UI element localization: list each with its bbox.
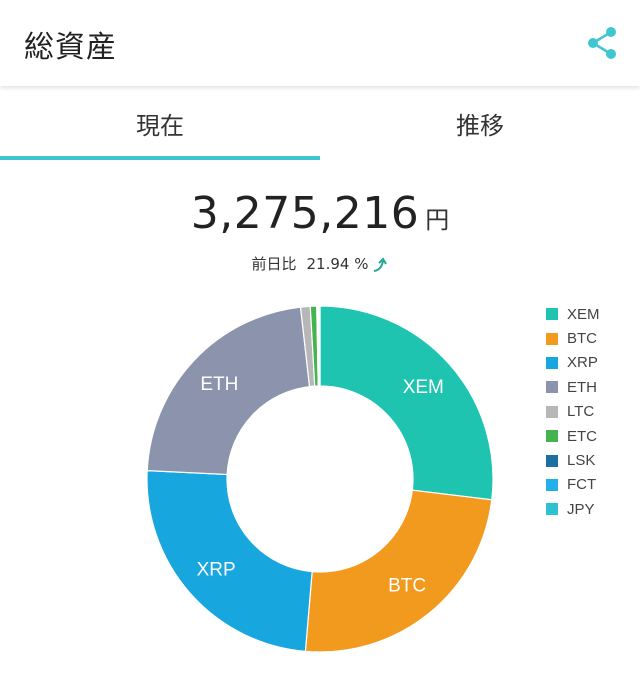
slice-label-btc: BTC: [388, 576, 426, 597]
slice-label-eth: ETH: [200, 374, 238, 395]
app-bar: 総資産: [0, 0, 640, 86]
legend-swatch: [546, 454, 558, 467]
total-unit: 円: [425, 206, 450, 234]
legend-label: FCT: [567, 476, 597, 494]
share-icon[interactable]: [586, 26, 618, 60]
daily-change: 前日比 21.94 %: [0, 253, 640, 274]
legend-item-xem[interactable]: XEM: [546, 302, 636, 326]
slice-label-xem: XEM: [403, 377, 444, 398]
slice-xem[interactable]: [319, 305, 494, 501]
legend-label: ETC: [567, 427, 597, 445]
legend-label: LTC: [567, 403, 595, 421]
slice-jpy[interactable]: [318, 305, 321, 387]
slice-btc[interactable]: [304, 489, 493, 653]
legend-swatch: [546, 332, 558, 345]
total-assets: 3,275,216 円: [0, 188, 640, 239]
tab-bar: 現在 推移: [0, 86, 640, 160]
legend-item-eth[interactable]: ETH: [546, 375, 636, 399]
legend-item-fct[interactable]: FCT: [546, 473, 636, 497]
legend-label: JPY: [567, 500, 595, 518]
change-value: 21.94 %: [306, 255, 369, 273]
legend-swatch: [546, 356, 558, 369]
legend-label: XRP: [567, 354, 598, 372]
donut-hole: [238, 397, 402, 561]
legend-label: XEM: [567, 305, 600, 323]
legend-swatch: [546, 503, 558, 516]
trend-up-icon: [374, 256, 388, 272]
total-value: 3,275,216: [190, 188, 420, 239]
legend-item-xrp[interactable]: XRP: [546, 351, 636, 375]
chart-legend: XEM BTC XRP ETH LTC ETC LSK FCT JPY: [546, 302, 636, 522]
legend-item-ltc[interactable]: LTC: [546, 400, 636, 424]
page-title: 総資産: [24, 30, 117, 65]
tab-trend[interactable]: 推移: [456, 111, 504, 140]
donut-inner-ring: [227, 386, 413, 572]
legend-swatch: [546, 381, 558, 394]
legend-label: BTC: [567, 330, 597, 348]
legend-swatch: [546, 405, 558, 418]
tab-current[interactable]: 現在: [0, 86, 320, 160]
legend-item-btc[interactable]: BTC: [546, 326, 636, 350]
legend-item-jpy[interactable]: JPY: [546, 497, 636, 521]
change-label: 前日比: [251, 255, 297, 273]
slice-label-xrp: XRP: [197, 559, 236, 580]
legend-item-lsk[interactable]: LSK: [546, 448, 636, 472]
legend-item-etc[interactable]: ETC: [546, 424, 636, 448]
legend-label: LSK: [567, 452, 596, 470]
legend-swatch: [546, 478, 558, 491]
legend-swatch: [546, 308, 558, 321]
legend-label: ETH: [567, 378, 597, 396]
legend-swatch: [546, 430, 558, 443]
